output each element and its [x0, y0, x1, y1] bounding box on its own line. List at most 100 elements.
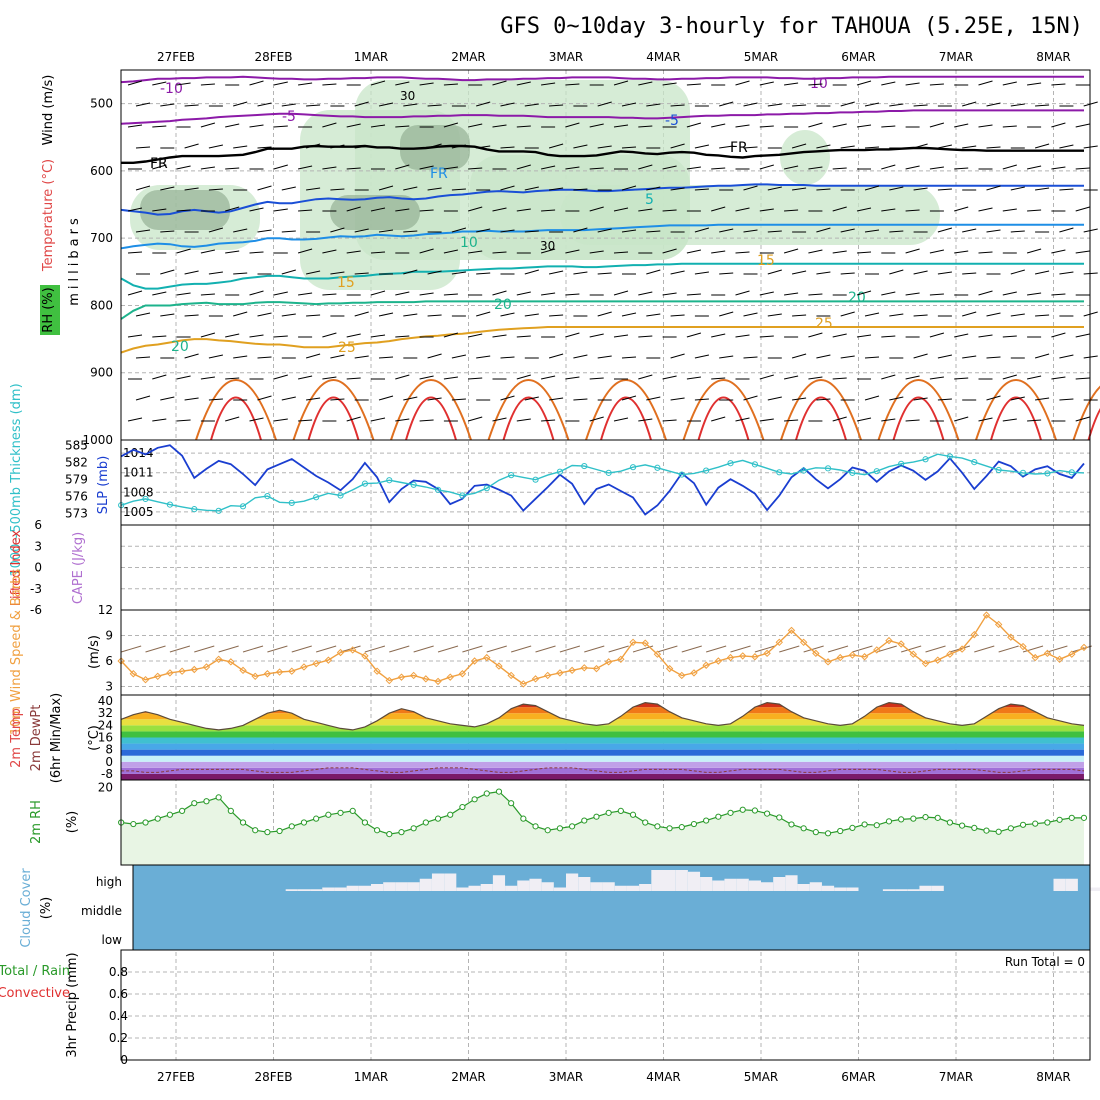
wind-barb	[1059, 144, 1074, 149]
high-cloud-bar	[907, 889, 920, 891]
temp-contour-30	[892, 396, 945, 441]
wind-barb	[840, 272, 855, 275]
rh2m-marker	[593, 813, 600, 820]
wind-barb	[306, 314, 321, 317]
wind-barb	[792, 397, 807, 401]
wind-barb	[127, 80, 143, 86]
wind-barb	[152, 418, 167, 422]
rh2m-marker	[166, 811, 174, 818]
wind-barb	[184, 143, 199, 149]
wind-barb	[1059, 398, 1074, 401]
wind-barb	[516, 81, 531, 86]
wind-barb	[1083, 228, 1098, 233]
contour-label: 20	[494, 297, 512, 313]
wind-barb	[1010, 269, 1025, 275]
wind-barb	[646, 230, 661, 233]
slp-tick-label: 1011	[123, 466, 154, 480]
high-cloud-bar	[383, 882, 396, 891]
high-cloud-bar	[529, 878, 542, 891]
high-cloud-bar	[931, 885, 944, 891]
wind-barb	[832, 250, 847, 254]
wind-marker	[556, 669, 564, 677]
wind-barb	[492, 417, 507, 422]
thickness-marker	[971, 459, 978, 466]
precip-frame	[120, 949, 1091, 1061]
wind-barb	[670, 314, 685, 317]
wind-barb	[395, 125, 410, 128]
high-cloud-bar	[602, 882, 615, 891]
li-tick-label: -3	[30, 582, 42, 596]
thickness-marker	[508, 472, 515, 479]
contour-label: FR	[150, 156, 168, 172]
wind-barb	[427, 397, 442, 401]
wind-barb	[1010, 313, 1025, 317]
wind-frame	[120, 609, 1091, 696]
wind-barb	[194, 645, 215, 653]
wind-barb	[1034, 270, 1050, 275]
wind-barb	[346, 206, 361, 212]
thickness-marker	[337, 492, 344, 499]
wind-barb	[184, 187, 199, 191]
wind-barb	[646, 186, 661, 191]
wind-barb	[1026, 248, 1042, 254]
wind-barb	[608, 645, 629, 653]
contour-label: 20	[848, 290, 866, 306]
wind-barb	[816, 227, 831, 233]
wind-barb	[135, 312, 151, 317]
rh2m-marker	[703, 817, 710, 824]
wind-barb	[135, 229, 151, 233]
wind-barb	[646, 313, 661, 317]
wind-barb	[719, 101, 734, 107]
wind-barb	[638, 291, 653, 296]
wind-barb	[298, 209, 313, 212]
li-tick-label: 0	[34, 561, 42, 575]
wind-barb	[832, 377, 847, 380]
wind-barb	[1002, 418, 1017, 422]
rh2m-marker	[434, 815, 442, 822]
wind-barb	[451, 398, 466, 401]
wind-barb	[1075, 206, 1090, 212]
wind-marker	[312, 659, 320, 668]
wind-barb	[986, 185, 1001, 191]
wind-marker	[994, 620, 1003, 629]
thickness-marker	[776, 469, 783, 476]
wind-marker	[1080, 643, 1088, 652]
precip-total-label: Total / Rain	[0, 964, 70, 979]
rh2m-marker	[373, 827, 381, 834]
rh2m-marker	[642, 819, 649, 826]
wind-barb	[322, 332, 337, 338]
wind-barb	[322, 166, 337, 170]
wind-barb	[864, 395, 880, 401]
wind-barb	[443, 83, 458, 86]
wind-barb	[840, 228, 855, 233]
wind-barb	[364, 645, 386, 653]
wind-barb	[427, 104, 442, 107]
wind-barb	[316, 645, 337, 653]
rh2m-marker	[1044, 819, 1051, 826]
wind-barb	[1051, 249, 1066, 254]
temp-band	[121, 755, 1084, 762]
rh2m-marker	[532, 823, 539, 830]
wind-barb	[784, 419, 799, 422]
wind-barb	[694, 144, 710, 149]
wind-marker	[1055, 655, 1064, 664]
wind-barb	[451, 271, 466, 275]
wind-barb	[662, 209, 677, 212]
wind-barb	[346, 250, 361, 254]
wind-barb	[233, 272, 248, 275]
wind-barb	[200, 122, 216, 128]
wind-barb	[127, 334, 143, 338]
wind-barb	[160, 396, 175, 401]
wind-marker	[970, 630, 978, 639]
wind-barb	[298, 419, 313, 422]
wind-barb	[1047, 645, 1068, 653]
temp-tick-label: 32	[98, 706, 113, 720]
date-label-top: 2MAR	[451, 50, 486, 64]
date-label-bottom: 5MAR	[744, 1070, 779, 1084]
temp-contour-20	[120, 300, 1084, 320]
wind-barb	[419, 419, 434, 422]
wind-barb	[257, 146, 272, 149]
wind-barb	[573, 398, 588, 401]
wind-barb	[1010, 230, 1025, 233]
rh2m-marker	[922, 813, 929, 821]
